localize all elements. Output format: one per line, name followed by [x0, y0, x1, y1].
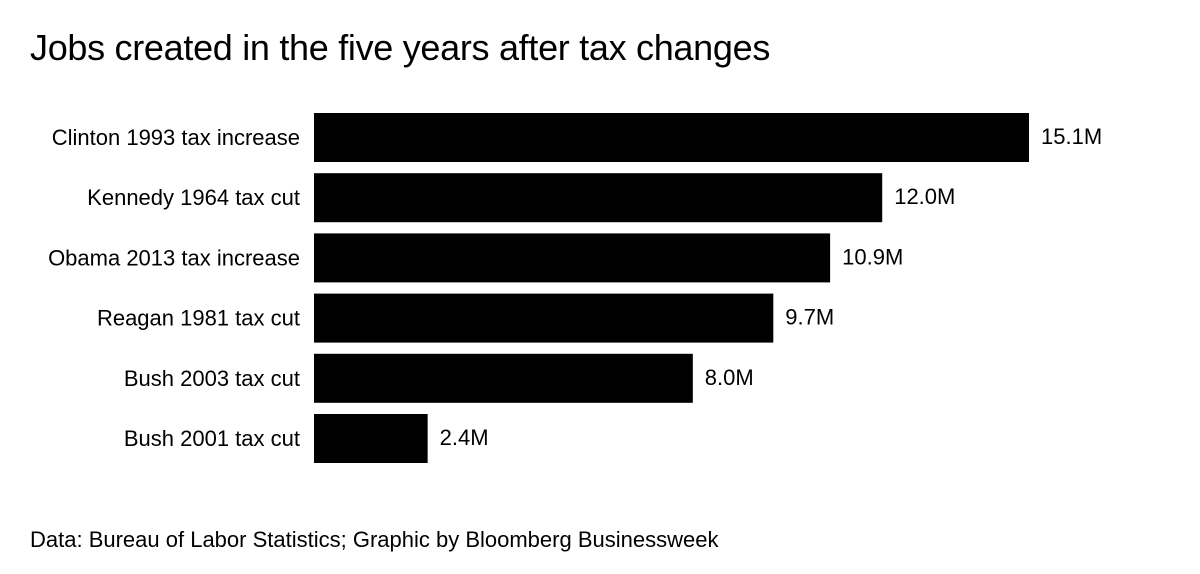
- value-label: 12.0M: [894, 184, 955, 209]
- bar: [314, 353, 693, 403]
- source-note: Data: Bureau of Labor Statistics; Graphi…: [30, 527, 719, 552]
- category-label: Bush 2003 tax cut: [124, 366, 300, 391]
- category-label: Bush 2001 tax cut: [124, 426, 300, 451]
- category-label: Reagan 1981 tax cut: [97, 306, 300, 331]
- category-label: Clinton 1993 tax increase: [52, 125, 300, 150]
- bar: [314, 414, 428, 463]
- bar: [314, 293, 774, 343]
- category-label: Kennedy 1964 tax cut: [87, 185, 300, 210]
- value-label: 15.1M: [1041, 124, 1102, 149]
- value-label: 9.7M: [785, 305, 834, 330]
- category-label: Obama 2013 tax increase: [48, 245, 300, 270]
- chart-title: Jobs created in the five years after tax…: [30, 27, 771, 68]
- bar: [314, 113, 1029, 162]
- bar: [314, 173, 883, 223]
- value-label: 2.4M: [440, 425, 489, 450]
- value-label: 8.0M: [705, 365, 754, 390]
- bar: [314, 233, 831, 283]
- value-label: 10.9M: [842, 244, 903, 269]
